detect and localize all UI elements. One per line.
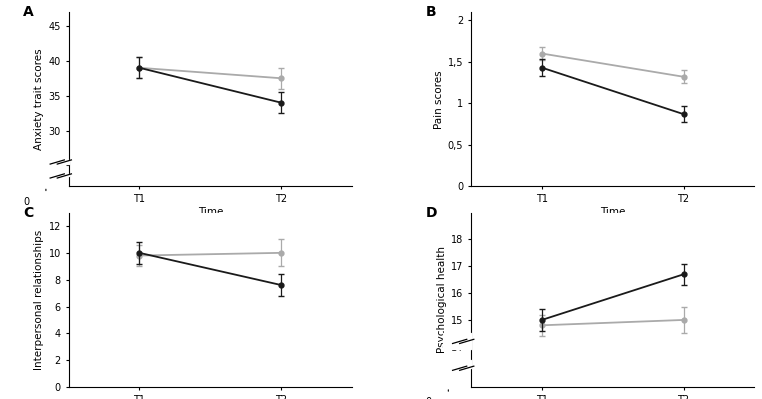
X-axis label: Time: Time <box>197 207 223 217</box>
Legend: Intervention group, Control group: Intervention group, Control group <box>115 240 306 255</box>
Bar <box>40 160 69 164</box>
Bar <box>443 333 471 350</box>
Text: D: D <box>426 205 437 219</box>
Legend: Intervention group, Control group: Intervention group, Control group <box>517 240 708 255</box>
Text: C: C <box>23 205 34 219</box>
Bar <box>443 360 471 368</box>
Text: 0: 0 <box>425 397 431 399</box>
Y-axis label: Anxiety trait scores: Anxiety trait scores <box>34 48 44 150</box>
Y-axis label: Psychological health: Psychological health <box>437 246 447 353</box>
Text: 0: 0 <box>23 197 29 207</box>
X-axis label: Time: Time <box>600 207 626 217</box>
Text: A: A <box>23 5 34 19</box>
Y-axis label: Interpersonal relationships: Interpersonal relationships <box>34 230 44 370</box>
Text: B: B <box>426 5 437 19</box>
Y-axis label: Pain scores: Pain scores <box>434 70 443 128</box>
Bar <box>40 174 69 176</box>
